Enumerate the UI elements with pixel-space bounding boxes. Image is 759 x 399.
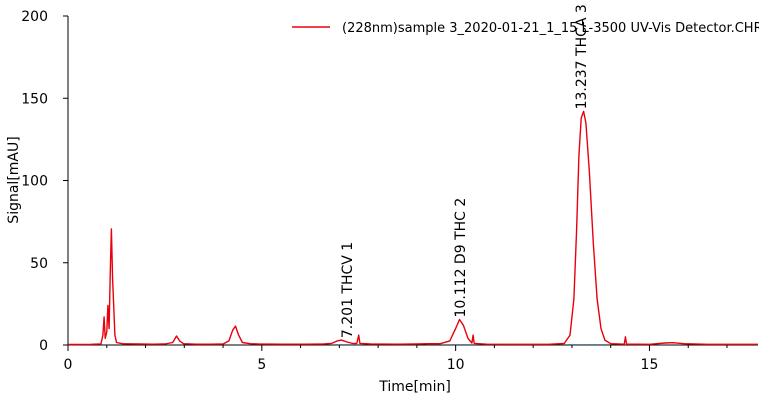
peak-label: 13.237 THCA 3 — [574, 4, 590, 109]
y-tick-label: 150 — [21, 91, 48, 107]
y-tick-label: 200 — [21, 9, 48, 25]
x-tick-label: 15 — [641, 357, 659, 373]
legend-entry: (228nm)sample 3_2020-01-21_1_15 L-3500 U… — [342, 21, 759, 36]
y-tick-label: 50 — [30, 256, 48, 272]
peak-labels: 7.201 THCV 1 10.112 D9 THC 2 13.237 THCA 3 — [340, 4, 590, 338]
x-tick-label: 0 — [64, 357, 73, 373]
y-tick-label: 0 — [39, 338, 48, 354]
y-tick-label: 100 — [21, 174, 48, 190]
axes: 0 50 100 150 200 0 5 10 15 — [21, 9, 758, 373]
peak-label: 10.112 D9 THC 2 — [453, 198, 469, 318]
x-tick-label: 5 — [257, 357, 266, 373]
plot-area — [67, 110, 758, 346]
x-tick-label: 10 — [447, 357, 465, 373]
peak-label: 7.201 THCV 1 — [340, 242, 356, 338]
legend: (228nm)sample 3_2020-01-21_1_15 L-3500 U… — [292, 21, 759, 36]
y-axis-title: Signal[mAU] — [6, 136, 22, 223]
series-line — [67, 110, 758, 346]
x-axis-title: Time[min] — [378, 379, 451, 395]
